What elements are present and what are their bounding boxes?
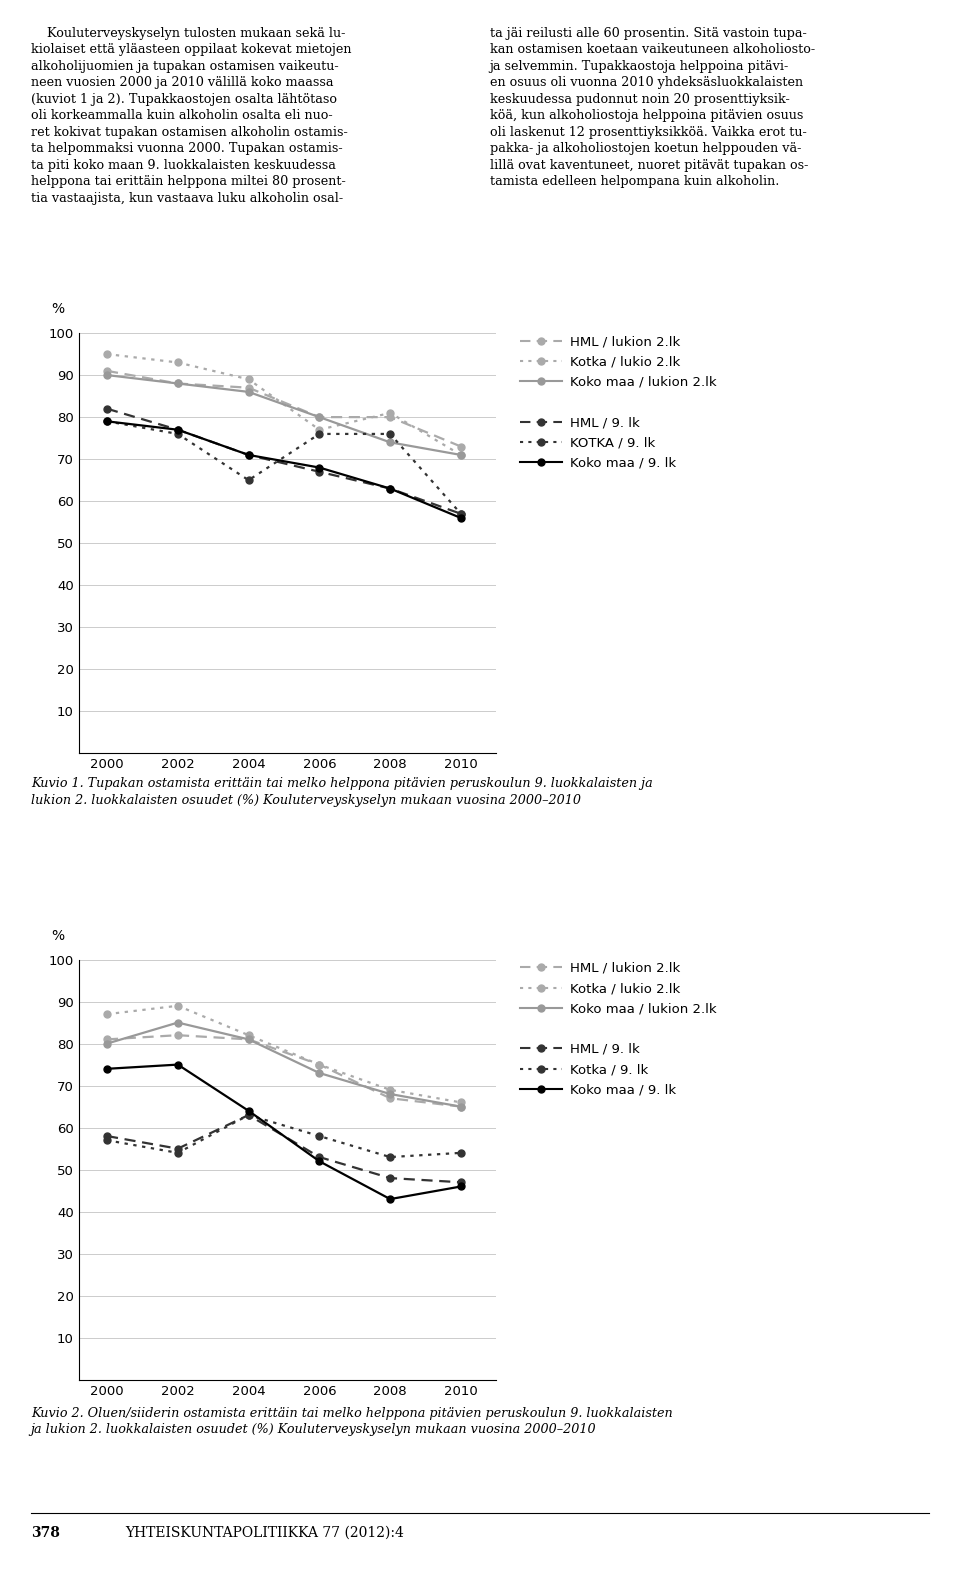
Text: %: %	[52, 303, 64, 316]
Text: Kuvio 2. Oluen/siiderin ostamista erittäin tai melko helppona pitävien peruskoul: Kuvio 2. Oluen/siiderin ostamista erittä…	[31, 1407, 672, 1437]
Text: %: %	[52, 929, 64, 942]
Legend: HML / lukion 2.lk, Kotka / lukio 2.lk, Koko maa / lukion 2.lk, , HML / 9. lk, Ko: HML / lukion 2.lk, Kotka / lukio 2.lk, K…	[519, 963, 716, 1096]
Legend: HML / lukion 2.lk, Kotka / lukio 2.lk, Koko maa / lukion 2.lk, , HML / 9. lk, KO: HML / lukion 2.lk, Kotka / lukio 2.lk, K…	[519, 336, 716, 469]
Text: YHTEISKUNTAPOLITIIKKA 77 (2012):4: YHTEISKUNTAPOLITIIKKA 77 (2012):4	[125, 1526, 403, 1540]
Text: Kuvio 1. Tupakan ostamista erittäin tai melko helppona pitävien peruskoulun 9. l: Kuvio 1. Tupakan ostamista erittäin tai …	[31, 777, 653, 807]
Text: ta jäi reilusti alle 60 prosentin. Sitä vastoin tupa-
kan ostamisen koetaan vaik: ta jäi reilusti alle 60 prosentin. Sitä …	[490, 27, 815, 189]
Text: 378: 378	[31, 1526, 60, 1540]
Text: Kouluterveyskyselyn tulosten mukaan sekä lu-
kiolaiset että yläasteen oppilaat k: Kouluterveyskyselyn tulosten mukaan sekä…	[31, 27, 351, 205]
